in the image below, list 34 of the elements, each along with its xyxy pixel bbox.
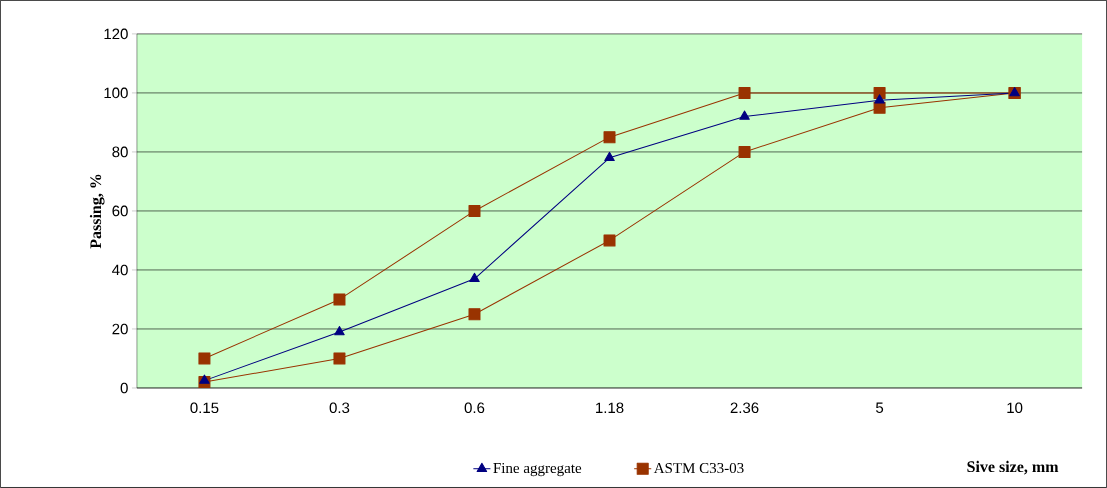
point — [873, 86, 886, 99]
point — [199, 374, 210, 384]
point — [603, 234, 616, 247]
y-axis-title: Passing, % — [89, 174, 105, 249]
point — [198, 352, 211, 365]
point — [603, 131, 616, 144]
x-tick-label: 0.6 — [464, 402, 485, 414]
y-tick-label: 100 — [104, 87, 128, 99]
y-tick-label: 0 — [120, 382, 128, 394]
x-tick-label: 2.36 — [730, 402, 759, 414]
x-tick-label: 0.15 — [190, 402, 219, 414]
point — [738, 145, 751, 158]
point — [333, 293, 346, 306]
y-tick-label: 80 — [112, 146, 128, 158]
x-tick-label: 0.3 — [329, 402, 350, 414]
legend-label: ASTM C33-03 — [653, 463, 744, 474]
point — [738, 86, 751, 99]
x-tick-label: 10 — [1007, 402, 1023, 414]
point — [604, 151, 615, 162]
y-tick-label: 120 — [104, 28, 128, 40]
point — [874, 94, 885, 104]
point — [334, 325, 345, 336]
point — [333, 352, 346, 365]
legend-label: Fine aggregate — [493, 463, 582, 477]
point — [468, 308, 481, 321]
x-tick-label: 1.18 — [596, 402, 624, 414]
y-tick-label: 60 — [112, 205, 128, 217]
point — [468, 204, 481, 217]
point — [469, 272, 480, 283]
y-tick-label: 20 — [112, 323, 128, 335]
y-tick-label: 40 — [112, 264, 128, 276]
point — [739, 110, 750, 120]
x-tick-label: 5 — [875, 402, 884, 414]
x-axis-title: Sive size, mm — [967, 460, 1059, 475]
